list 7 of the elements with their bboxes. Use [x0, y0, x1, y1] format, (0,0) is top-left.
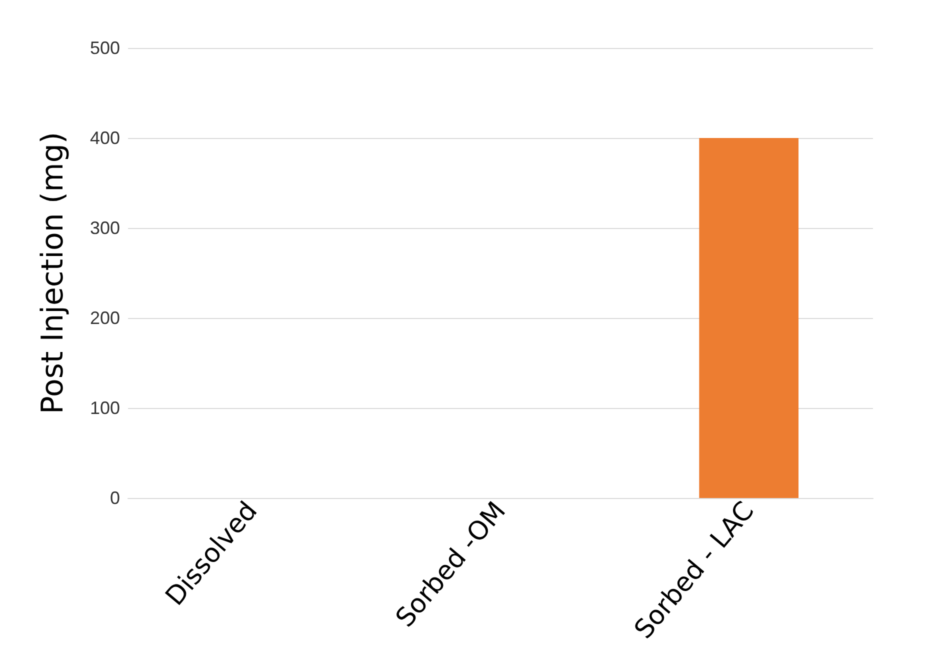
y-axis-title: Post Injection (mg)	[36, 132, 70, 414]
y-tick-label: 500	[90, 38, 120, 58]
y-tick-label: 200	[90, 308, 120, 328]
y-tick-label: 0	[110, 488, 120, 508]
y-tick-label: 300	[90, 218, 120, 238]
y-tick-label: 100	[90, 398, 120, 418]
y-tick-label: 400	[90, 128, 120, 148]
